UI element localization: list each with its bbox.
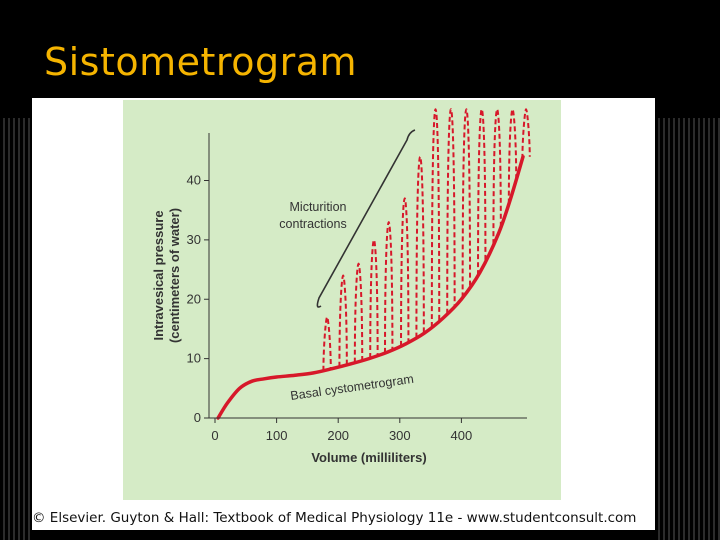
micturition-contraction-peak (322, 316, 332, 371)
y-axis-label-line2: (centimeters of water) (167, 208, 182, 343)
micturition-bracket (316, 129, 416, 308)
x-axis-label: Volume (milliliters) (311, 450, 426, 465)
micturition-contraction-peak (415, 155, 425, 338)
copyright-notice: © Elsevier. Guyton & Hall: Textbook of M… (32, 510, 637, 526)
x-tick-label: 400 (451, 428, 473, 443)
micturition-contraction-peak (338, 274, 348, 367)
micturition-annotation-line2: contractions (279, 217, 346, 231)
micturition-contraction-peak (461, 108, 472, 298)
micturition-annotation-line1: Micturition (290, 200, 347, 214)
y-tick-label: 30 (187, 232, 201, 247)
y-tick-label: 20 (187, 291, 201, 306)
left-stripe-decoration (0, 118, 32, 540)
x-tick-label: 200 (327, 428, 349, 443)
micturition-contraction-peak (507, 108, 518, 204)
micturition-contraction-peak (384, 221, 394, 353)
y-tick-label: 10 (187, 351, 201, 366)
x-tick-label: 100 (266, 428, 288, 443)
y-axis-label-group: Intravesical pressure (centimeters of wa… (151, 208, 182, 343)
micturition-contraction-peak (446, 108, 456, 314)
x-tick-label: 0 (211, 428, 218, 443)
slide-title: Sistometrogram (44, 40, 358, 84)
basal-cystometrogram-line (216, 155, 525, 420)
micturition-contraction-peak (521, 108, 531, 159)
micturition-contraction-peak (369, 238, 379, 359)
y-axis-label-line1: Intravesical pressure (151, 210, 166, 340)
micturition-contraction-peak (492, 108, 502, 245)
cystometrogram-figure: 0 10 20 30 40 0 100 200 300 400 Volume (millilite… (123, 100, 561, 500)
micturition-contraction-peak (353, 262, 364, 363)
y-tick-label: 40 (187, 173, 201, 188)
micturition-contraction-peak (400, 197, 410, 346)
right-stripe-decoration (655, 118, 720, 540)
y-tick-label: 0 (194, 410, 201, 425)
x-tick-label: 300 (389, 428, 411, 443)
basal-cystometrogram-label: Basal cystometrogram (289, 372, 414, 403)
micturition-contraction-peak (430, 108, 441, 328)
micturition-contraction-peak (477, 108, 487, 276)
